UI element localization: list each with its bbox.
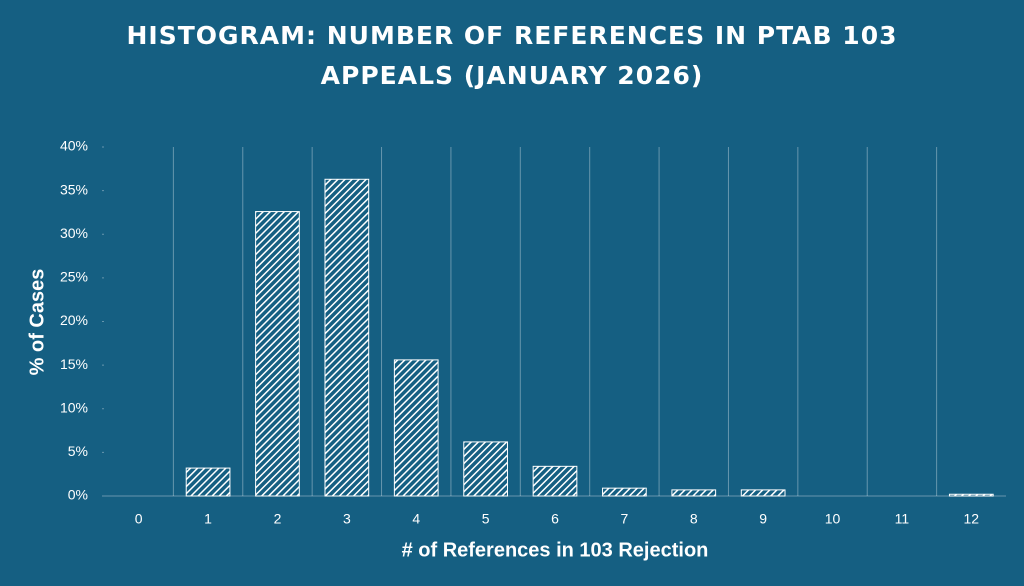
y-tick-label: 5% xyxy=(68,443,88,459)
y-tick-label: 0% xyxy=(68,487,88,503)
x-tick-label: 8 xyxy=(690,511,698,527)
bar xyxy=(533,466,577,496)
x-tick-label: 11 xyxy=(895,511,910,527)
bar xyxy=(394,360,438,496)
y-tick-label: 40% xyxy=(60,138,88,154)
y-tick-label: 10% xyxy=(60,399,88,415)
bar xyxy=(186,468,230,496)
bar xyxy=(672,490,716,496)
y-tick-label: 20% xyxy=(60,312,88,328)
x-tick-label: 3 xyxy=(343,511,351,527)
x-tick-label: 2 xyxy=(274,511,282,527)
bar xyxy=(741,490,785,496)
x-tick-label: 9 xyxy=(759,511,767,527)
x-tick-label: 5 xyxy=(482,511,490,527)
y-tick-label: 35% xyxy=(60,181,88,197)
y-tick-label: 25% xyxy=(60,269,88,285)
x-tick-label: 6 xyxy=(551,511,559,527)
x-tick-label: 12 xyxy=(964,511,980,527)
x-axis-title: # of References in 103 Rejection xyxy=(402,539,709,561)
y-tick-label: 30% xyxy=(60,225,88,241)
bar xyxy=(325,179,369,496)
x-tick-label: 4 xyxy=(412,511,420,527)
bar xyxy=(603,488,647,496)
x-tick-label: 10 xyxy=(825,511,841,527)
y-axis-title: % of Cases xyxy=(26,269,48,376)
y-tick-label: 15% xyxy=(60,356,88,372)
bar xyxy=(464,442,508,496)
bar xyxy=(949,494,993,496)
x-tick-label: 1 xyxy=(204,511,212,527)
x-tick-label: 0 xyxy=(135,511,143,527)
x-tick-label: 7 xyxy=(620,511,628,527)
bar xyxy=(256,212,300,496)
